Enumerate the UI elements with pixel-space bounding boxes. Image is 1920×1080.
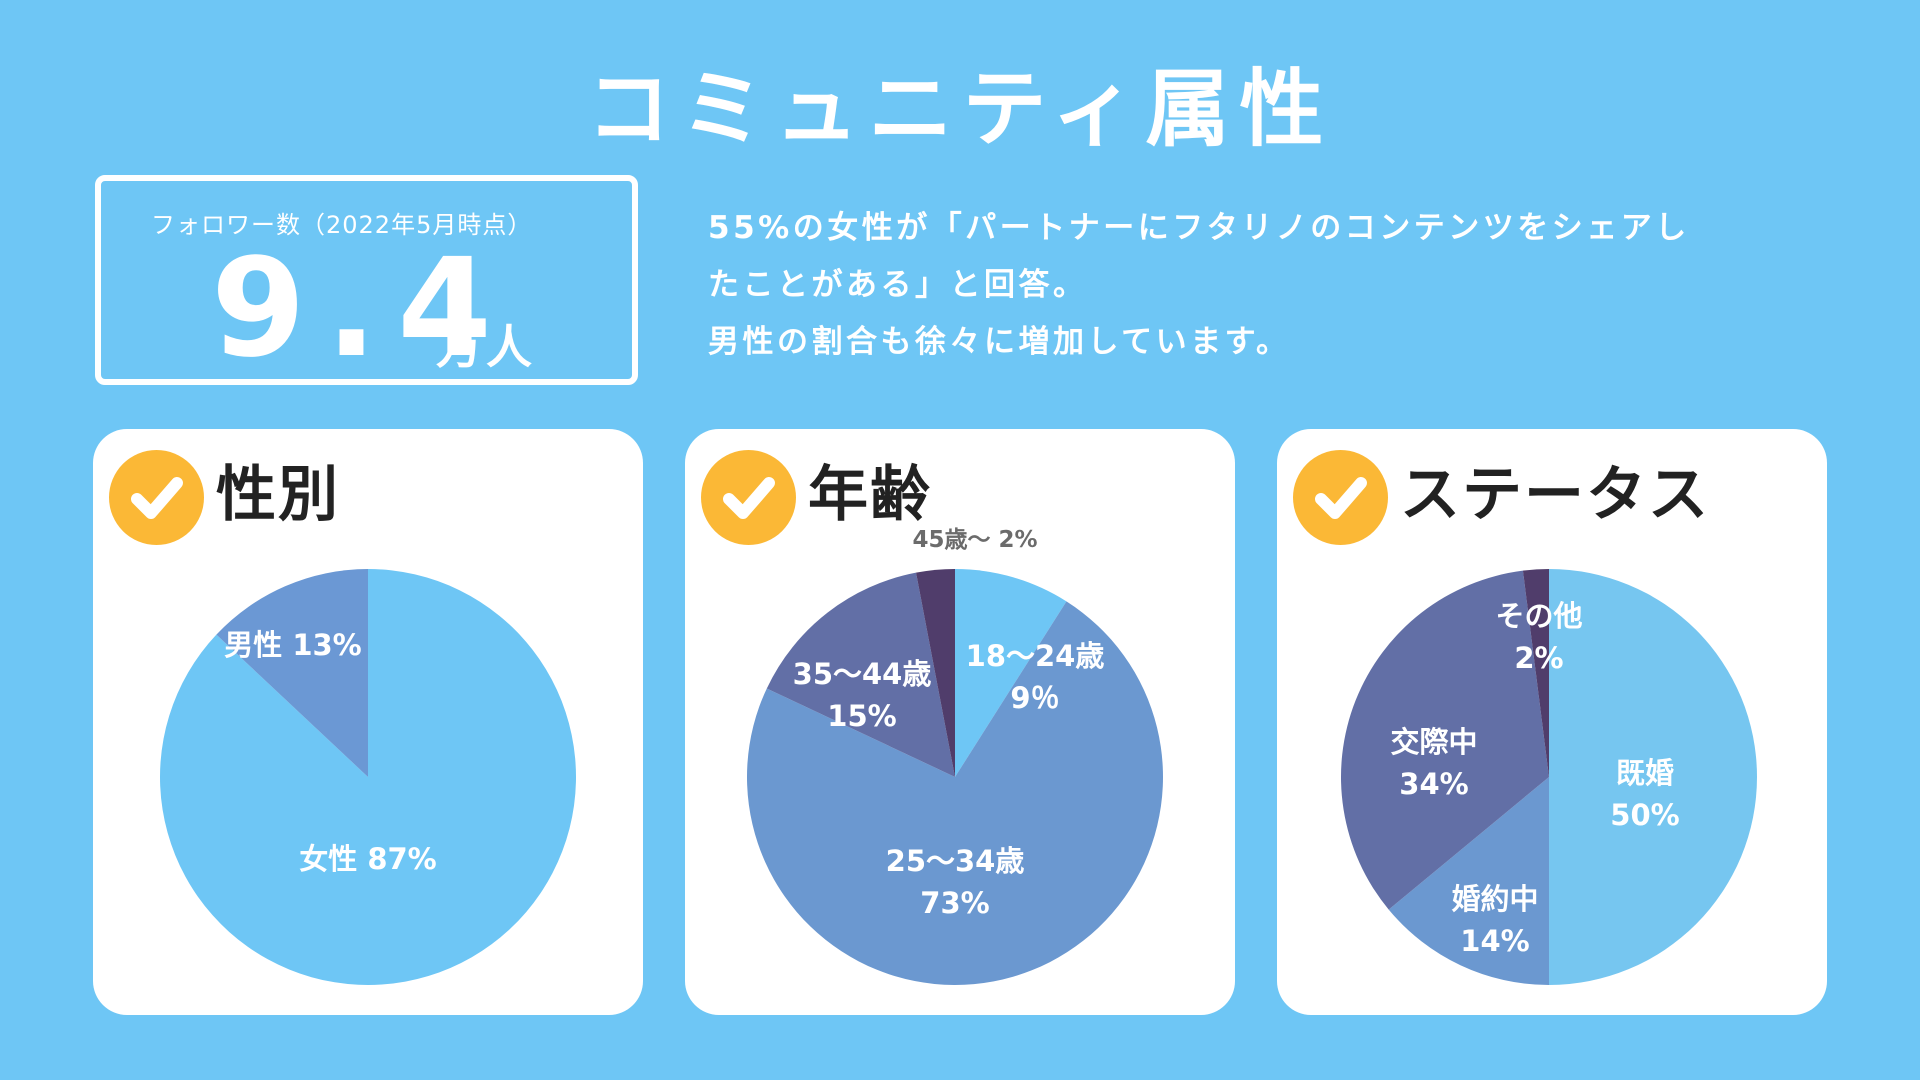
slice-label: 45歳〜 2% — [912, 527, 1037, 553]
pie-slice — [1522, 569, 1549, 777]
slice-label: 既婚 50% — [1610, 756, 1679, 832]
card-title: 年齢 — [808, 460, 932, 530]
gender-pie-chart: 女性 87% 男性 13% — [159, 569, 576, 985]
description-line: 男性の割合も徐々に増加しています。 — [708, 324, 1291, 360]
slice-label: 女性 87% — [299, 842, 437, 876]
slice-label: 18〜24歳 9％ — [966, 639, 1105, 715]
slice-label: 婚約中 14% — [1451, 882, 1538, 958]
status-pie-chart: 既婚 50% 婚約中 14% 交際中 34%その他 2% — [1341, 569, 1757, 985]
check-icon — [701, 450, 796, 545]
description-line: たことがある」と回答。 — [708, 267, 1088, 303]
follower-value: 9.4 — [211, 230, 512, 388]
pie-slice — [747, 601, 1163, 985]
follower-unit: 万人 — [436, 320, 536, 374]
follower-caption: フォロワー数（2022年5月時点） — [151, 211, 533, 239]
card-title: 性別 — [216, 460, 340, 530]
pie-slice — [1549, 569, 1757, 985]
pie-slice — [1341, 570, 1549, 910]
card-title: ステータス — [1400, 460, 1710, 530]
slice-label: 男性 13% — [224, 628, 362, 662]
age-pie-chart: 18〜24歳 9％ 25〜34歳 73% 35〜44歳 15% 45歳〜 2% — [747, 527, 1163, 985]
description: 55%の女性が「パートナーにフタリノのコンテンツをシェアし たことがある」と回答… — [708, 200, 1848, 371]
page-title: コミュニティ属性 — [586, 60, 1334, 158]
check-icon — [1293, 450, 1388, 545]
pie-slice — [916, 569, 955, 777]
slice-label: 交際中 34% — [1390, 725, 1477, 801]
slice-label: 25〜34歳 73% — [886, 844, 1025, 920]
follower-count-box: フォロワー数（2022年5月時点） 9.4 万人 — [95, 175, 638, 385]
pie-slice — [216, 569, 368, 777]
status-card: 既婚 50% 婚約中 14% 交際中 34% その他 2% ステータス — [1277, 429, 1827, 1015]
gender-card: 女性 87% 男性 13% 性別 — [93, 429, 643, 1015]
check-icon — [109, 450, 204, 545]
slice-label: 35〜44歳 15% — [793, 657, 932, 733]
age-card: 18〜24歳 9％ 25〜34歳 73% 35〜44歳 15% 45歳〜 2% 年齢 — [685, 429, 1235, 1015]
slice-label: その他 2% — [1495, 599, 1582, 675]
pie-slice — [766, 572, 955, 777]
pie-slice — [955, 569, 1067, 777]
description-line: 55%の女性が「パートナーにフタリノのコンテンツをシェアし — [708, 210, 1690, 246]
pie-slice — [1388, 777, 1549, 985]
